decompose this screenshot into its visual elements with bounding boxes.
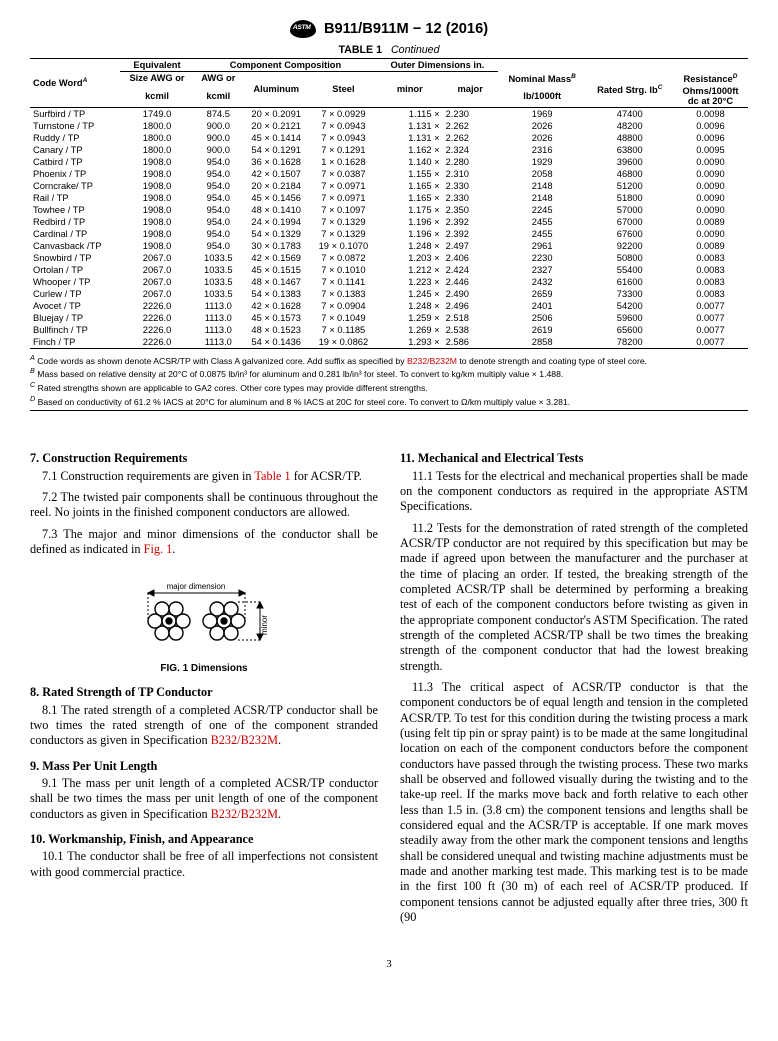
th-res2: Ohms/1000ft bbox=[682, 86, 738, 96]
s8p1link[interactable]: B232/B232M bbox=[211, 733, 278, 747]
s7p3b: . bbox=[172, 542, 175, 556]
s8p1b: . bbox=[278, 733, 281, 747]
left-column: 7. Construction Requirements 7.1 Constru… bbox=[30, 441, 378, 931]
fn-c: Rated strengths shown are applicable to … bbox=[35, 383, 427, 393]
table-row: Cardinal / TP1908.0954.054 × 0.13297 × 0… bbox=[30, 228, 748, 240]
s7p1a: 7.1 Construction requirements are given … bbox=[42, 469, 254, 483]
table-footnotes: A Code words as shown denote ACSR/TP wit… bbox=[30, 353, 748, 412]
table-row: Surfbird / TP1749.0874.520 × 0.20917 × 0… bbox=[30, 107, 748, 120]
s11p3: 11.3 The critical aspect of ACSR/TP cond… bbox=[400, 680, 748, 925]
fn-a-pre: Code words as shown denote ACSR/TP with … bbox=[35, 356, 407, 366]
table-row: Whooper / TP2067.01033.548 × 0.14677 × 0… bbox=[30, 276, 748, 288]
fn-a-post: to denote strength and coating type of s… bbox=[457, 356, 647, 366]
th-outer: Outer Dimensions in. bbox=[377, 59, 498, 72]
fn-b: Mass based on relative density at 20°C o… bbox=[35, 369, 564, 379]
table-row: Turnstone / TP1800.0900.020 × 0.21217 × … bbox=[30, 120, 748, 132]
table-row: Snowbird / TP2067.01033.542 × 0.15697 × … bbox=[30, 252, 748, 264]
th-strg-sup: C bbox=[658, 84, 663, 91]
s9p1b: . bbox=[278, 807, 281, 821]
page-number: 3 bbox=[30, 959, 748, 970]
figure-1: major dimension minor FIG. 1 Dimensions bbox=[30, 571, 378, 675]
th-alum: Aluminum bbox=[243, 72, 310, 108]
table-row: Catbird / TP1908.0954.036 × 0.16281 × 0.… bbox=[30, 156, 748, 168]
conductor-diagram-icon: major dimension minor bbox=[114, 571, 294, 656]
table-row: Rail / TP1908.0954.045 × 0.14567 × 0.097… bbox=[30, 192, 748, 204]
th-code: Code Word bbox=[33, 78, 83, 88]
s7p1b: for ACSR/TP. bbox=[291, 469, 362, 483]
table-row: Finch / TP2226.01113.054 × 0.143619 × 0.… bbox=[30, 336, 748, 349]
th-awg2: kcmil bbox=[194, 85, 243, 108]
doc-header: B911/B911M − 12 (2016) bbox=[30, 20, 748, 38]
th-minor: minor bbox=[377, 72, 443, 108]
th-equiv2: Size AWG or bbox=[120, 72, 194, 85]
table-title: TABLE 1 Continued bbox=[30, 44, 748, 56]
s8p1a: 8.1 The rated strength of a completed AC… bbox=[30, 703, 378, 748]
th-mass-sup: B bbox=[571, 73, 576, 80]
table-row: Ortolan / TP2067.01033.545 × 0.15157 × 0… bbox=[30, 264, 748, 276]
fn-a-link[interactable]: B232/B232M bbox=[407, 356, 457, 366]
th-code-sup: A bbox=[83, 77, 88, 84]
right-column: 11. Mechanical and Electrical Tests 11.1… bbox=[400, 441, 748, 931]
th-awg1: AWG or bbox=[194, 72, 243, 85]
table-row: Corncrake/ TP1908.0954.020 × 0.21847 × 0… bbox=[30, 180, 748, 192]
table-row: Curlew / TP2067.01033.554 × 0.13837 × 0.… bbox=[30, 288, 748, 300]
table-continued: Continued bbox=[391, 44, 440, 56]
table-row: Bullfinch / TP2226.01113.048 × 0.15237 ×… bbox=[30, 324, 748, 336]
sec8-title: 8. Rated Strength of TP Conductor bbox=[30, 685, 378, 700]
sec11-title: 11. Mechanical and Electrical Tests bbox=[400, 451, 748, 466]
table-row: Redbird / TP1908.0954.024 × 0.19947 × 0.… bbox=[30, 216, 748, 228]
designation: B911/B911M − 12 (2016) bbox=[324, 21, 488, 37]
fig-major-label: major dimension bbox=[167, 582, 226, 591]
th-equiv1: Equivalent bbox=[133, 60, 180, 70]
table-row: Avocet / TP2226.01113.042 × 0.16287 × 0.… bbox=[30, 300, 748, 312]
table-row: Ruddy / TP1800.0900.045 × 0.14147 × 0.09… bbox=[30, 132, 748, 144]
sec9-title: 9. Mass Per Unit Length bbox=[30, 759, 378, 774]
fn-d: Based on conductivity of 61.2 % IACS at … bbox=[35, 397, 570, 407]
table-label: TABLE 1 bbox=[338, 44, 382, 56]
s7p1link[interactable]: Table 1 bbox=[254, 469, 290, 483]
th-comp: Component Composition bbox=[194, 59, 377, 72]
s11p1: 11.1 Tests for the electrical and mechan… bbox=[400, 469, 748, 515]
table-row: Towhee / TP1908.0954.048 × 0.14107 × 0.1… bbox=[30, 204, 748, 216]
s7p2: 7.2 The twisted pair components shall be… bbox=[30, 490, 378, 521]
table-row: Canary / TP1800.0900.054 × 0.12917 × 0.1… bbox=[30, 144, 748, 156]
th-equiv3: kcmil bbox=[120, 85, 194, 108]
fig-minor-label: minor bbox=[260, 615, 269, 635]
data-table: Code WordA Equivalent Component Composit… bbox=[30, 58, 748, 349]
th-mass1: Nominal Mass bbox=[508, 74, 571, 84]
table-row: Canvasback /TP1908.0954.030 × 0.178319 ×… bbox=[30, 240, 748, 252]
astm-logo-icon bbox=[290, 20, 316, 38]
s11p2: 11.2 Tests for the demonstration of rate… bbox=[400, 521, 748, 674]
th-mass2: lb/1000ft bbox=[498, 85, 587, 108]
th-res1: Resistance bbox=[683, 74, 732, 84]
th-res3: dc at 20°C bbox=[688, 96, 733, 106]
s9p1link[interactable]: B232/B232M bbox=[211, 807, 278, 821]
s7p3a: 7.3 The major and minor dimensions of th… bbox=[30, 527, 378, 556]
s7p3link[interactable]: Fig. 1 bbox=[144, 542, 173, 556]
sec10-title: 10. Workmanship, Finish, and Appearance bbox=[30, 832, 378, 847]
table-row: Bluejay / TP2226.01113.045 × 0.15737 × 0… bbox=[30, 312, 748, 324]
th-strg: Rated Strg. lb bbox=[597, 85, 658, 95]
th-major: major bbox=[443, 72, 498, 108]
s10p1: 10.1 The conductor shall be free of all … bbox=[30, 849, 378, 880]
table-row: Phoenix / TP1908.0954.042 × 0.15077 × 0.… bbox=[30, 168, 748, 180]
fig-caption: FIG. 1 Dimensions bbox=[30, 663, 378, 676]
sec7-title: 7. Construction Requirements bbox=[30, 451, 378, 466]
th-steel: Steel bbox=[310, 72, 377, 108]
th-res-sup: D bbox=[733, 73, 738, 80]
s9p1a: 9.1 The mass per unit length of a comple… bbox=[30, 776, 378, 821]
